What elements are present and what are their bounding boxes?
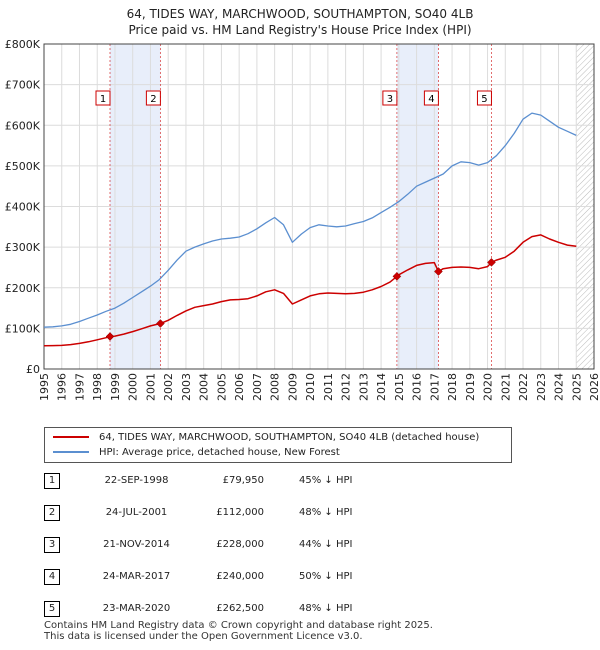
sale-label-box bbox=[145, 90, 161, 106]
sale-date: 22-SEP-1998 bbox=[104, 475, 169, 486]
x-tick-label: 2018 bbox=[446, 373, 459, 401]
sale-row: 5 23-MAR-2020 £262,500 48% ↓ HPI bbox=[44, 601, 464, 619]
legend-label-blue: HPI: Average price, detached house, New … bbox=[99, 447, 340, 458]
sale-number-badge: 5 bbox=[44, 601, 60, 617]
legend-item-blue: HPI: Average price, detached house, New … bbox=[53, 446, 340, 460]
chart-title: 64, TIDES WAY, MARCHWOOD, SOUTHAMPTON, S… bbox=[0, 6, 600, 38]
sale-marker bbox=[434, 267, 443, 276]
x-tick-label: 2011 bbox=[322, 373, 335, 401]
sale-price: £112,000 bbox=[216, 507, 264, 518]
y-tick-label: £400K bbox=[5, 201, 41, 214]
sale-label-box bbox=[95, 90, 111, 106]
x-tick-label: 1997 bbox=[73, 373, 86, 401]
y-tick-label: £700K bbox=[5, 79, 41, 92]
series-line-price-paid bbox=[43, 234, 577, 347]
x-tick-label: 1998 bbox=[91, 373, 104, 401]
sale-label-number: 4 bbox=[428, 94, 434, 105]
sale-row: 1 22-SEP-1998 £79,950 45% ↓ HPI bbox=[44, 473, 464, 491]
sale-price: £262,500 bbox=[216, 603, 264, 614]
sale-hpi-diff: 44% ↓ HPI bbox=[299, 539, 353, 550]
y-tick-label: £0 bbox=[26, 363, 40, 376]
title-line-2: Price paid vs. HM Land Registry's House … bbox=[128, 23, 472, 37]
sale-number-badge: 3 bbox=[44, 537, 60, 553]
sale-date: 21-NOV-2014 bbox=[103, 539, 170, 550]
x-tick-label: 2006 bbox=[233, 373, 246, 401]
plot-frame bbox=[43, 43, 595, 370]
sale-label-number: 2 bbox=[150, 94, 156, 105]
sale-row: 4 24-MAR-2017 £240,000 50% ↓ HPI bbox=[44, 569, 464, 587]
sale-date: 23-MAR-2020 bbox=[102, 603, 171, 614]
x-tick-label: 2004 bbox=[198, 373, 211, 401]
x-tick-label: 2000 bbox=[127, 373, 140, 401]
y-tick-label: £300K bbox=[5, 241, 41, 254]
sale-price: £228,000 bbox=[216, 539, 264, 550]
sale-date: 24-MAR-2017 bbox=[102, 571, 171, 582]
sale-marker bbox=[392, 272, 402, 281]
x-tick-label: 2017 bbox=[428, 373, 441, 401]
y-tick-label: £600K bbox=[5, 119, 41, 132]
x-tick-label: 2022 bbox=[517, 373, 530, 401]
x-tick-label: 2023 bbox=[535, 373, 548, 401]
legend-swatch-red bbox=[53, 436, 89, 438]
sale-label-number: 5 bbox=[481, 94, 487, 105]
sale-hpi-diff: 48% ↓ HPI bbox=[299, 507, 353, 518]
sale-label-box bbox=[423, 90, 439, 106]
x-tick-label: 2024 bbox=[553, 373, 566, 401]
x-tick-label: 2013 bbox=[357, 373, 370, 401]
sale-date: 24-JUL-2001 bbox=[105, 507, 168, 518]
footer-line-1: Contains HM Land Registry data © Crown c… bbox=[44, 620, 433, 631]
x-tick-label: 2020 bbox=[482, 373, 495, 401]
x-tick-label: 2008 bbox=[269, 373, 282, 401]
sale-hpi-diff: 48% ↓ HPI bbox=[299, 603, 353, 614]
sale-marker bbox=[105, 332, 115, 341]
price-chart: £0 £100K £200K £300K £400K £500K £600K £700K £80… bbox=[5, 38, 600, 401]
sale-marker bbox=[487, 258, 496, 267]
x-tick-label: 2002 bbox=[162, 373, 175, 401]
x-tick-label: 2009 bbox=[286, 373, 299, 401]
x-tick-label: 2007 bbox=[251, 373, 264, 401]
legend-label-red: 64, TIDES WAY, MARCHWOOD, SOUTHAMPTON, S… bbox=[99, 432, 480, 443]
x-tick-label: 2019 bbox=[464, 373, 477, 401]
x-tick-label: 2016 bbox=[411, 373, 424, 401]
x-tick-label: 2012 bbox=[340, 373, 353, 401]
sale-label-number: 1 bbox=[100, 94, 106, 105]
series-line-hpi bbox=[43, 112, 577, 328]
legend-swatch-blue bbox=[53, 451, 89, 453]
sale-label-number: 3 bbox=[387, 94, 393, 105]
sale-label-box bbox=[382, 90, 398, 106]
chart-legend: 64, TIDES WAY, MARCHWOOD, SOUTHAMPTON, S… bbox=[44, 427, 512, 463]
sale-row: 3 21-NOV-2014 £228,000 44% ↓ HPI bbox=[44, 537, 464, 555]
sale-row: 2 24-JUL-2001 £112,000 48% ↓ HPI bbox=[44, 505, 464, 523]
title-line-1: 64, TIDES WAY, MARCHWOOD, SOUTHAMPTON, S… bbox=[126, 7, 474, 21]
sale-price: £240,000 bbox=[216, 571, 264, 582]
x-tick-label: 1999 bbox=[109, 373, 122, 401]
y-tick-label: £500K bbox=[5, 160, 41, 173]
sale-hpi-diff: 45% ↓ HPI bbox=[299, 475, 353, 486]
x-tick-label: 2021 bbox=[499, 373, 512, 401]
x-tick-label: 2014 bbox=[375, 373, 388, 401]
x-tick-label: 2005 bbox=[215, 373, 228, 401]
x-tick-label: 1996 bbox=[56, 373, 69, 401]
y-tick-label: £200K bbox=[5, 282, 41, 295]
sale-hpi-diff: 50% ↓ HPI bbox=[299, 571, 353, 582]
x-tick-label: 2003 bbox=[180, 373, 193, 401]
sale-label-box bbox=[476, 90, 492, 106]
sale-number-badge: 1 bbox=[44, 473, 60, 489]
sale-marker bbox=[156, 319, 165, 328]
legend-item-red: 64, TIDES WAY, MARCHWOOD, SOUTHAMPTON, S… bbox=[53, 431, 479, 445]
x-tick-label: 1995 bbox=[38, 373, 51, 401]
y-tick-label: £100K bbox=[5, 322, 41, 335]
footer-attribution: Contains HM Land Registry data © Crown c… bbox=[44, 620, 433, 642]
x-tick-label: 2026 bbox=[588, 373, 600, 401]
x-tick-label: 2015 bbox=[393, 373, 406, 401]
sale-number-badge: 2 bbox=[44, 505, 60, 521]
x-tick-label: 2001 bbox=[144, 373, 157, 401]
x-tick-label: 2025 bbox=[570, 373, 583, 401]
x-tick-label: 2010 bbox=[304, 373, 317, 401]
footer-line-2: This data is licensed under the Open Gov… bbox=[44, 631, 363, 642]
sale-number-badge: 4 bbox=[44, 569, 60, 585]
y-tick-label: £800K bbox=[5, 38, 41, 51]
sale-price: £79,950 bbox=[222, 475, 264, 486]
